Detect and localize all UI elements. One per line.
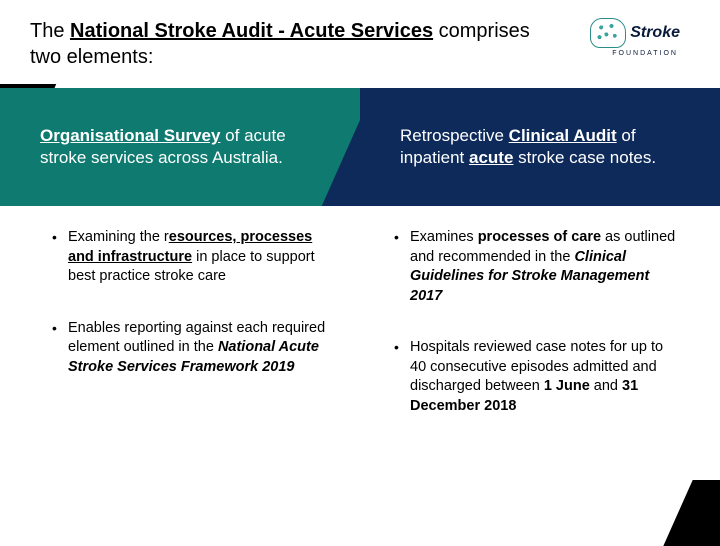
left-column: Examining the resources, processes and i… — [10, 228, 360, 449]
banner-left-text: Organisational Survey of acute stroke se… — [0, 125, 360, 169]
logo-subtext: FOUNDATION — [612, 50, 678, 57]
banner-row: Organisational Survey of acute stroke se… — [0, 88, 720, 206]
banner-left: Organisational Survey of acute stroke se… — [0, 88, 360, 206]
list-item: Examining the resources, processes and i… — [52, 228, 332, 287]
list-item: Enables reporting against each required … — [52, 319, 332, 378]
header: The National Stroke Audit - Acute Servic… — [0, 0, 720, 80]
content-columns: Examining the resources, processes and i… — [0, 206, 720, 449]
brain-icon — [590, 18, 626, 48]
banner-right: Retrospective Clinical Audit of inpatien… — [360, 88, 720, 206]
right-column: Examines processes of care as outlined a… — [360, 228, 710, 449]
banner-right-text: Retrospective Clinical Audit of inpatien… — [360, 125, 720, 169]
page-title: The National Stroke Audit - Acute Servic… — [30, 18, 530, 70]
right-bullet-list: Examines processes of care as outlined a… — [394, 228, 678, 417]
logo-word: Stroke — [630, 24, 680, 42]
list-item: Examines processes of care as outlined a… — [394, 228, 678, 306]
list-item: Hospitals reviewed case notes for up to … — [394, 338, 678, 416]
logo: Stroke FOUNDATION — [590, 18, 680, 57]
left-bullet-list: Examining the resources, processes and i… — [52, 228, 332, 377]
decor-wedge-bottom — [663, 480, 720, 546]
